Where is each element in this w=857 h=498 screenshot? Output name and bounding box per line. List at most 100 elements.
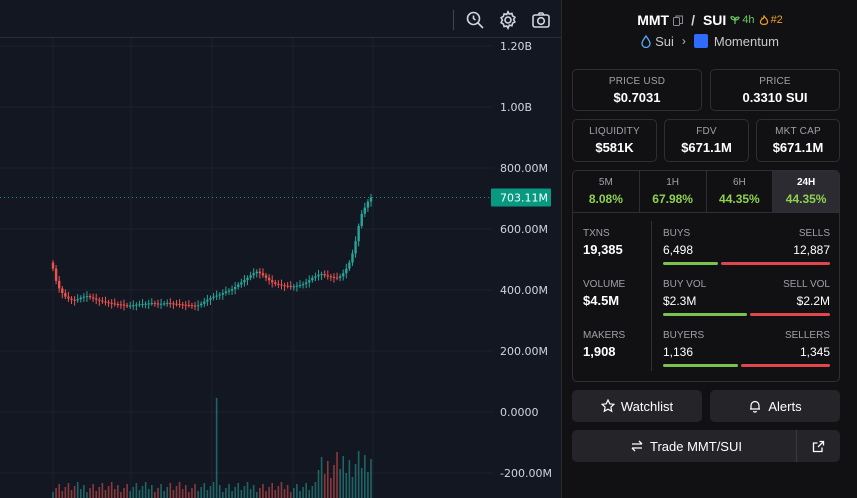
candle-body [345, 268, 348, 274]
tab-6h[interactable]: 6H 44.35% [707, 171, 774, 212]
volume-bar [320, 457, 323, 498]
price-usd-box: PRICE USD $0.7031 [572, 69, 702, 111]
volume-bar [296, 484, 298, 498]
chart-toolbar [0, 0, 561, 38]
volume-bar [52, 492, 54, 498]
candle-body [286, 285, 289, 287]
volume-bar [172, 490, 175, 498]
candle-body [98, 299, 101, 301]
trade-button[interactable]: Trade MMT/SUI [572, 430, 840, 462]
volume-bar [348, 460, 351, 498]
volume-bar [305, 483, 307, 498]
base-token-symbol: MMT [637, 12, 670, 28]
volume-bar [175, 486, 178, 498]
candle-body [166, 303, 169, 305]
volume-bar [225, 488, 227, 498]
volume-bar [135, 483, 138, 498]
volume-bar [357, 451, 360, 498]
current-price-label: 703.11M [500, 192, 548, 205]
volume-ratio-bar [663, 313, 830, 316]
tab-5m[interactable]: 5M 8.08% [573, 171, 640, 212]
candle-body [243, 279, 246, 283]
volume-bar [215, 398, 218, 498]
sui-drop-icon [641, 34, 651, 48]
volume-bar [194, 484, 196, 498]
makers-stat: MAKERS 1,908 [583, 330, 626, 359]
candlestick-plot[interactable]: 1.20B 1.00B 800.00M 600.00M 400.00M 200.00M 0.… [0, 38, 561, 498]
tab-1h[interactable]: 1H 67.98% [640, 171, 707, 212]
settings-gear-icon[interactable] [498, 10, 518, 30]
y-tick-label: 800.00M [500, 162, 548, 175]
candle-body [298, 285, 302, 287]
candle-body [184, 304, 187, 306]
volume-bar [163, 491, 165, 498]
volume-bar [178, 482, 181, 498]
volume-bar [237, 483, 240, 498]
candle-body [360, 213, 363, 226]
y-tick-label: 600.00M [500, 223, 548, 236]
candle-body [190, 305, 194, 307]
candle-body [357, 225, 360, 242]
volume-bar [342, 456, 345, 498]
candle-body [280, 284, 283, 286]
candle-body [175, 303, 178, 305]
volume-bar [222, 492, 224, 498]
volume-bar [107, 486, 110, 498]
candle-body [342, 273, 345, 277]
candle-body [104, 301, 107, 303]
price-chart[interactable]: 1.20B 1.00B 800.00M 600.00M 400.00M 200.00M 0.… [0, 0, 561, 498]
volume-bar [70, 490, 73, 498]
volume-bar [326, 461, 329, 498]
external-link-button[interactable] [796, 430, 840, 462]
volume-bar [144, 482, 147, 498]
candle-body [178, 304, 181, 306]
candle-body [252, 273, 255, 276]
candle-body [311, 277, 314, 281]
stats-divider [651, 221, 652, 371]
breadcrumb: Sui › Momentum [562, 32, 857, 50]
candle-body [323, 274, 326, 276]
volume-bar [255, 492, 258, 498]
chain-link[interactable]: Sui [655, 33, 674, 49]
candle-body [61, 288, 64, 294]
volume-bar [370, 459, 372, 498]
volume-bar [317, 470, 320, 498]
bell-icon [750, 400, 761, 413]
candle-body [206, 299, 209, 302]
volume-bar [364, 455, 366, 498]
volume-bar [265, 491, 267, 498]
candle-body [326, 275, 329, 277]
watchlist-button[interactable]: Watchlist [572, 390, 702, 422]
volume-bar [249, 489, 252, 498]
volume-bar [184, 485, 187, 498]
candle-body [76, 299, 79, 301]
candle-body [110, 302, 113, 304]
candle-body [122, 304, 126, 306]
volume-bar [141, 486, 144, 498]
volume-bar [330, 478, 332, 498]
volume-bar [218, 485, 221, 498]
y-tick-label: 200.00M [500, 345, 548, 358]
candle-body [51, 262, 55, 269]
volume-bar [314, 482, 317, 498]
dex-link[interactable]: Momentum [713, 33, 779, 49]
camera-icon[interactable] [531, 10, 551, 30]
copy-icon[interactable] [673, 15, 684, 26]
volume-bar [333, 465, 335, 498]
volume-bar [98, 487, 101, 498]
buyers-sellers-stat: BUYERS SELLERS 1,136 1,345 [663, 330, 830, 367]
volume-bar [83, 485, 85, 498]
candle-body [348, 262, 351, 269]
volume-bar [188, 492, 190, 498]
volume-bar [58, 484, 60, 498]
tab-24h[interactable]: 24H 44.35% [773, 171, 839, 212]
alerts-button[interactable]: Alerts [710, 390, 840, 422]
volume-bar [61, 491, 64, 498]
zoom-search-icon[interactable] [465, 10, 485, 30]
candle-body [317, 274, 320, 277]
candle-body [132, 305, 135, 307]
volume-bar [110, 482, 113, 498]
candle-body [215, 295, 218, 297]
volume-bar [360, 468, 363, 498]
candle-body [88, 296, 92, 298]
